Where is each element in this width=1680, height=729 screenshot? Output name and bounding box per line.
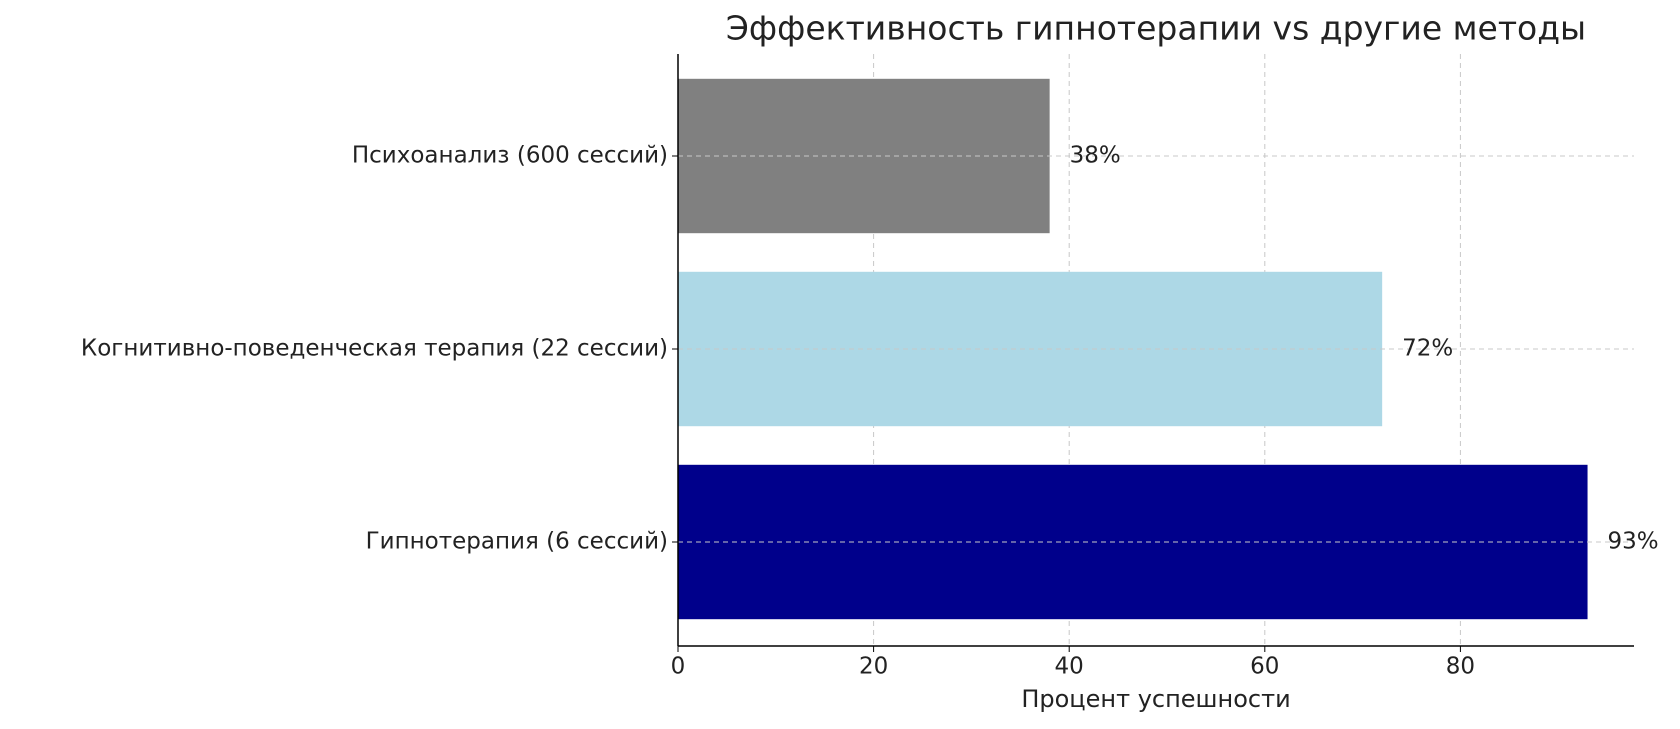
y-tick-label: Психоанализ (600 сессий) (352, 143, 668, 169)
x-tick-label: 60 (1250, 654, 1279, 680)
chart-title: Эффективность гипнотерапии vs другие мет… (726, 9, 1586, 48)
data-label: 38% (1070, 143, 1121, 169)
x-tick-label: 20 (859, 654, 888, 680)
x-tick-label: 40 (1055, 654, 1084, 680)
x-tick-label: 80 (1446, 654, 1475, 680)
y-tick-label: Гипнотерапия (6 сессий) (366, 529, 668, 555)
x-tick-label: 0 (671, 654, 686, 680)
data-label: 72% (1402, 336, 1453, 362)
data-label: 93% (1608, 529, 1659, 555)
y-tick-label: Когнитивно-поведенческая терапия (22 сес… (81, 336, 668, 362)
x-axis-label: Процент успешности (1021, 685, 1290, 713)
